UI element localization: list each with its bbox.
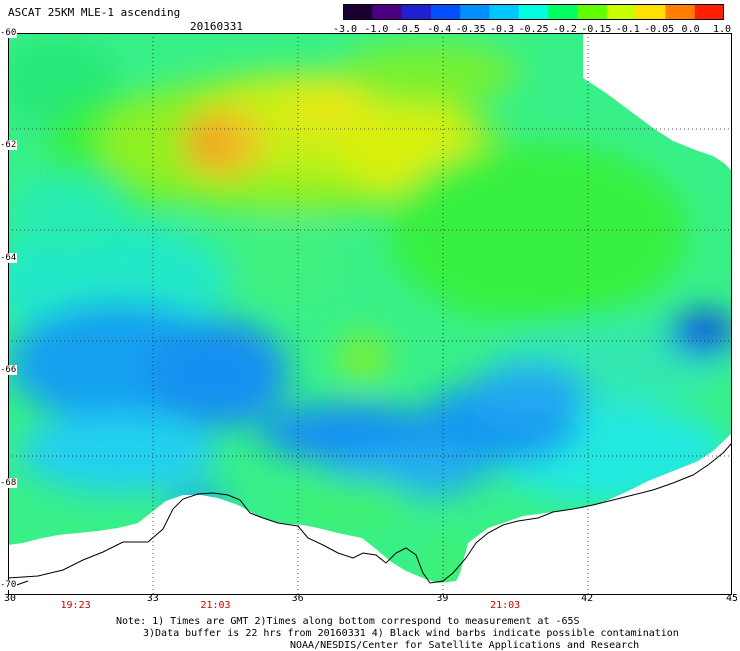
note-line-3: NOAA/NESDIS/Center for Satellite Applica…: [290, 640, 640, 651]
longitude-tick-label: 45: [725, 593, 739, 604]
colorbar-label: -0.2: [552, 24, 577, 35]
data-field: [8, 33, 732, 583]
longitude-tick-label: 39: [436, 593, 449, 604]
colorbar-swatch: [577, 4, 608, 20]
colorbar-swatch: [401, 4, 432, 20]
colorbar-label: -0.3: [490, 24, 515, 35]
longitude-tick-label: 30: [3, 593, 17, 604]
colorbar-label: -0.15: [581, 24, 612, 35]
colorbar-frame: [343, 4, 724, 20]
colorbar-swatch: [460, 4, 491, 20]
latitude-tick-label: -66: [0, 365, 18, 376]
longitude-tick-label: 42: [581, 593, 594, 604]
chart-title: ASCAT 25KM MLE-1 ascending: [8, 6, 181, 19]
note-line-1: Note: 1) Times are GMT 2)Times along bot…: [116, 616, 580, 627]
colorbar-label: -0.25: [518, 24, 549, 35]
latitude-tick-label: -64: [0, 252, 18, 263]
longitude-tick-label: 36: [291, 593, 304, 604]
colorbar-label: -0.5: [395, 24, 420, 35]
colorbar-swatch: [665, 4, 696, 20]
colorbar-swatch: [548, 4, 578, 20]
colorbar-swatch: [518, 4, 549, 20]
latitude-tick-label: -60: [0, 28, 18, 38]
measurement-time-label: 19:23: [60, 600, 91, 611]
measurement-time-label: 21:03: [490, 600, 521, 611]
latitude-tick-label: -70: [0, 580, 18, 590]
colorbar-label: 0.0: [681, 24, 700, 35]
colorbar-label: -0.05: [644, 24, 675, 35]
colorbar-label: -0.1: [615, 24, 640, 35]
map-frame: [8, 33, 732, 595]
colorbar-label: -0.4: [427, 24, 452, 35]
measurement-time-label: 21:03: [200, 600, 231, 611]
colorbar-swatch: [343, 4, 373, 20]
colorbar-swatch: [430, 4, 461, 20]
colorbar-label: -3.0: [332, 24, 358, 35]
colorbar-label: 1.0: [712, 24, 732, 35]
latitude-tick-label: -68: [0, 477, 18, 488]
colorbar-label: -1.0: [364, 24, 389, 35]
chart-date: 20160331: [190, 20, 243, 33]
colorbar-swatch: [636, 4, 666, 20]
mle-map: [8, 33, 732, 595]
colorbar-swatch: [694, 4, 724, 20]
latitude-tick-label: -62: [0, 140, 18, 151]
colorbar-swatch: [606, 4, 637, 20]
note-line-2: 3)Data buffer is 22 hrs from 20160331 4)…: [143, 628, 679, 639]
colorbar: [343, 4, 724, 20]
colorbar-swatch: [372, 4, 403, 20]
longitude-tick-label: 33: [146, 593, 159, 604]
colorbar-swatch: [489, 4, 520, 20]
graticule: [8, 33, 732, 595]
colorbar-label: -0.35: [455, 24, 486, 35]
field-anomalies: [8, 38, 732, 583]
